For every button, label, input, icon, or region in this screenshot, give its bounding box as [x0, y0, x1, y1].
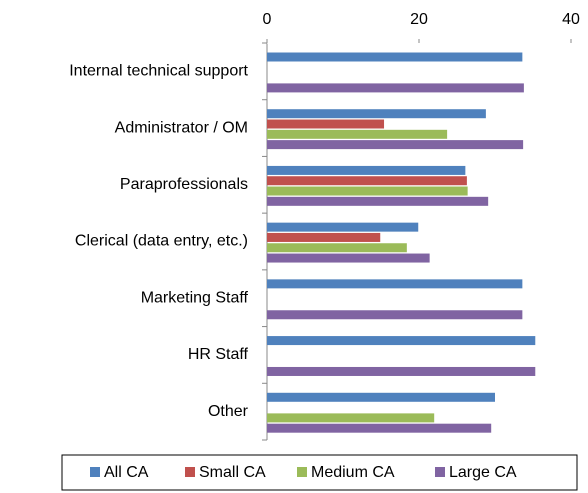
y-tick-label: Marketing Staff [141, 289, 249, 306]
y-tick-label: Other [208, 403, 249, 420]
bar [267, 243, 407, 253]
legend-label: Large CA [449, 464, 517, 481]
legend-label: Small CA [199, 464, 266, 481]
legend-swatch [435, 467, 445, 477]
bar [267, 413, 435, 423]
bar [267, 366, 536, 376]
legend-swatch [185, 467, 195, 477]
legend-label: All CA [104, 464, 149, 481]
bar [267, 176, 467, 186]
bar [267, 423, 492, 433]
bar [267, 140, 524, 150]
bar [267, 279, 523, 289]
y-tick-label: Clerical (data entry, etc.) [75, 233, 248, 250]
x-tick-label: 20 [410, 11, 428, 28]
bar [267, 165, 466, 175]
bar [267, 253, 430, 263]
y-tick-label: HR Staff [188, 346, 249, 363]
x-tick-label: 40 [562, 11, 580, 28]
bar [267, 83, 524, 93]
y-tick-label: Paraprofessionals [120, 176, 248, 193]
y-tick-label: Internal technical support [69, 63, 248, 80]
y-tick-label: Administrator / OM [115, 119, 248, 136]
x-tick-label: 0 [263, 11, 272, 28]
bar [267, 52, 523, 62]
legend-box [61, 454, 578, 491]
bar [267, 129, 448, 139]
legend-swatch [297, 467, 307, 477]
bar [267, 222, 419, 232]
bar [267, 196, 489, 206]
bar [267, 109, 486, 119]
bar [267, 392, 495, 402]
bar [267, 186, 468, 196]
bar [267, 232, 381, 242]
bar [267, 310, 523, 320]
bar [267, 336, 536, 346]
legend-swatch [90, 467, 100, 477]
bar [267, 119, 385, 129]
legend-label: Medium CA [311, 464, 395, 481]
